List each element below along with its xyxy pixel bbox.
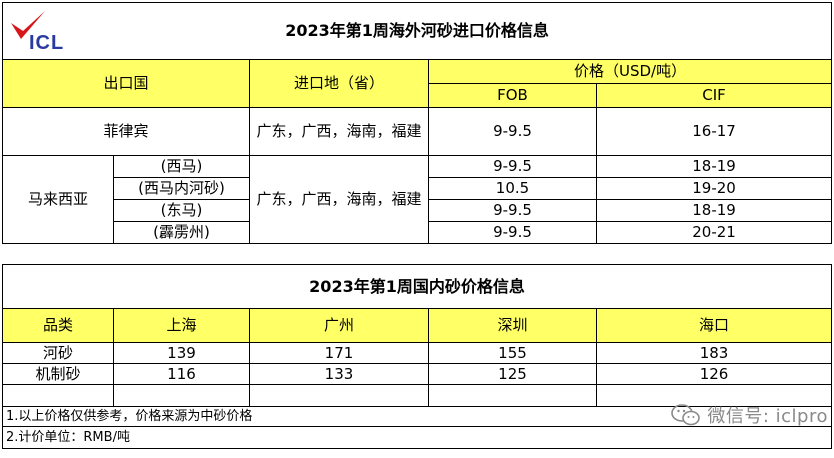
cif-value: 18-19 — [595, 155, 833, 178]
header-category: 品类 — [2, 308, 114, 343]
malaysia-sub-label: (霹雳州) — [113, 221, 250, 244]
country-philippines: 菲律宾 — [2, 107, 250, 156]
header-price: 价格（USD/吨） — [427, 59, 833, 84]
import-table-title: 2023年第1周海外河砂进口价格信息 — [285, 21, 549, 40]
logo-text: ICL — [29, 32, 65, 54]
price-cell: 139 — [113, 342, 250, 364]
price-cell: 183 — [595, 342, 833, 364]
malaysia-sub-label: (东马) — [113, 199, 250, 222]
wechat-watermark: 微信号: iclpro — [671, 402, 828, 428]
domestic-price-table: 2023年第1周国内砂价格信息 品类 上海 广州 深圳 海口 河砂 139 17… — [1, 264, 833, 449]
price-cell: 171 — [249, 342, 429, 364]
note-2: 2.计价单位：RMB/吨 — [1, 426, 833, 449]
header-fob: FOB — [428, 83, 597, 108]
cif-philippines: 16-17 — [595, 107, 833, 156]
header-shanghai: 上海 — [113, 308, 250, 343]
malaysia-sub-label: (西马) — [113, 155, 250, 178]
region-malaysia: 广东，广西，海南，福建 — [249, 155, 429, 244]
wechat-icon — [671, 404, 701, 426]
price-cell: 125 — [428, 363, 597, 385]
fob-value: 9-9.5 — [428, 155, 597, 178]
country-malaysia: 马来西亚 — [2, 155, 114, 244]
row-category: 机制砂 — [2, 363, 114, 385]
empty-cell — [249, 384, 429, 407]
domestic-table-title: 2023年第1周国内砂价格信息 — [1, 264, 833, 309]
header-exporter: 出口国 — [2, 59, 250, 108]
region-philippines: 广东，广西，海南，福建 — [249, 107, 429, 156]
header-guangzhou: 广州 — [249, 308, 429, 343]
cif-value: 20-21 — [595, 221, 833, 244]
price-cell: 126 — [595, 363, 833, 385]
header-import-region: 进口地（省） — [249, 59, 429, 108]
cif-value: 18-19 — [595, 199, 833, 222]
import-table-title-cell: ICL 2023年第1周海外河砂进口价格信息 — [1, 2, 833, 60]
price-cell: 116 — [113, 363, 250, 385]
empty-cell — [113, 384, 250, 407]
fob-value: 10.5 — [428, 177, 597, 200]
empty-cell — [428, 384, 597, 407]
checkmark-logo-icon — [11, 11, 45, 39]
empty-cell — [2, 384, 114, 407]
price-cell: 155 — [428, 342, 597, 364]
price-cell: 133 — [249, 363, 429, 385]
header-cif: CIF — [595, 83, 833, 108]
icl-logo: ICL — [9, 9, 91, 57]
fob-value: 9-9.5 — [428, 199, 597, 222]
fob-value: 9-9.5 — [428, 221, 597, 244]
watermark-text: 微信号: iclpro — [707, 406, 828, 427]
header-haikou: 海口 — [595, 308, 833, 343]
import-price-table: ICL 2023年第1周海外河砂进口价格信息 出口国 进口地（省） 价格（USD… — [1, 2, 833, 244]
cif-value: 19-20 — [595, 177, 833, 200]
fob-philippines: 9-9.5 — [428, 107, 597, 156]
header-shenzhen: 深圳 — [428, 308, 597, 343]
malaysia-sub-label: (西马内河砂) — [113, 177, 250, 200]
row-category: 河砂 — [2, 342, 114, 364]
